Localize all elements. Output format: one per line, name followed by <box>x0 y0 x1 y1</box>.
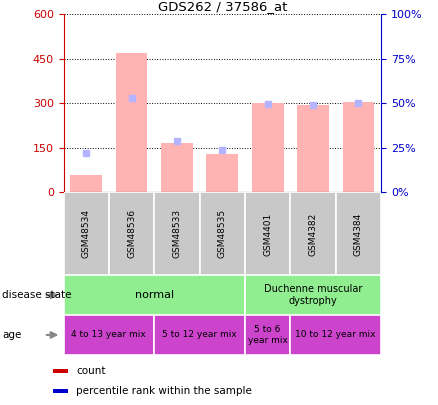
Bar <box>53 389 68 394</box>
Text: percentile rank within the sample: percentile rank within the sample <box>76 386 252 396</box>
Text: GSM48535: GSM48535 <box>218 209 227 258</box>
Bar <box>245 192 290 275</box>
Text: GSM4401: GSM4401 <box>263 212 272 256</box>
Bar <box>343 102 374 192</box>
Bar <box>290 192 336 275</box>
Text: 4 to 13 year mix: 4 to 13 year mix <box>71 330 146 339</box>
Text: GSM48534: GSM48534 <box>82 209 91 258</box>
Bar <box>206 154 238 192</box>
Bar <box>64 315 154 355</box>
Text: GSM4384: GSM4384 <box>354 212 363 256</box>
Bar <box>200 192 245 275</box>
Text: 5 to 6
year mix: 5 to 6 year mix <box>248 325 288 345</box>
Bar <box>252 103 283 192</box>
Text: disease state: disease state <box>2 290 72 300</box>
Text: Duchenne muscular
dystrophy: Duchenne muscular dystrophy <box>264 284 362 306</box>
Bar <box>53 369 68 373</box>
Text: GSM48533: GSM48533 <box>173 209 181 258</box>
Text: age: age <box>2 330 21 340</box>
Title: GDS262 / 37586_at: GDS262 / 37586_at <box>158 0 287 13</box>
Bar <box>336 192 381 275</box>
Bar <box>290 315 381 355</box>
Text: 10 to 12 year mix: 10 to 12 year mix <box>296 330 376 339</box>
Bar <box>245 275 381 315</box>
Bar <box>154 315 245 355</box>
Bar <box>64 192 109 275</box>
Bar <box>245 315 290 355</box>
Text: 5 to 12 year mix: 5 to 12 year mix <box>162 330 237 339</box>
Text: normal: normal <box>134 290 174 300</box>
Bar <box>71 175 102 192</box>
Bar <box>161 143 193 192</box>
Bar <box>64 275 245 315</box>
Bar <box>109 192 154 275</box>
Bar <box>297 105 329 192</box>
Bar <box>154 192 200 275</box>
Text: GSM4382: GSM4382 <box>308 212 318 256</box>
Bar <box>116 53 148 192</box>
Text: count: count <box>76 366 106 376</box>
Text: GSM48536: GSM48536 <box>127 209 136 258</box>
